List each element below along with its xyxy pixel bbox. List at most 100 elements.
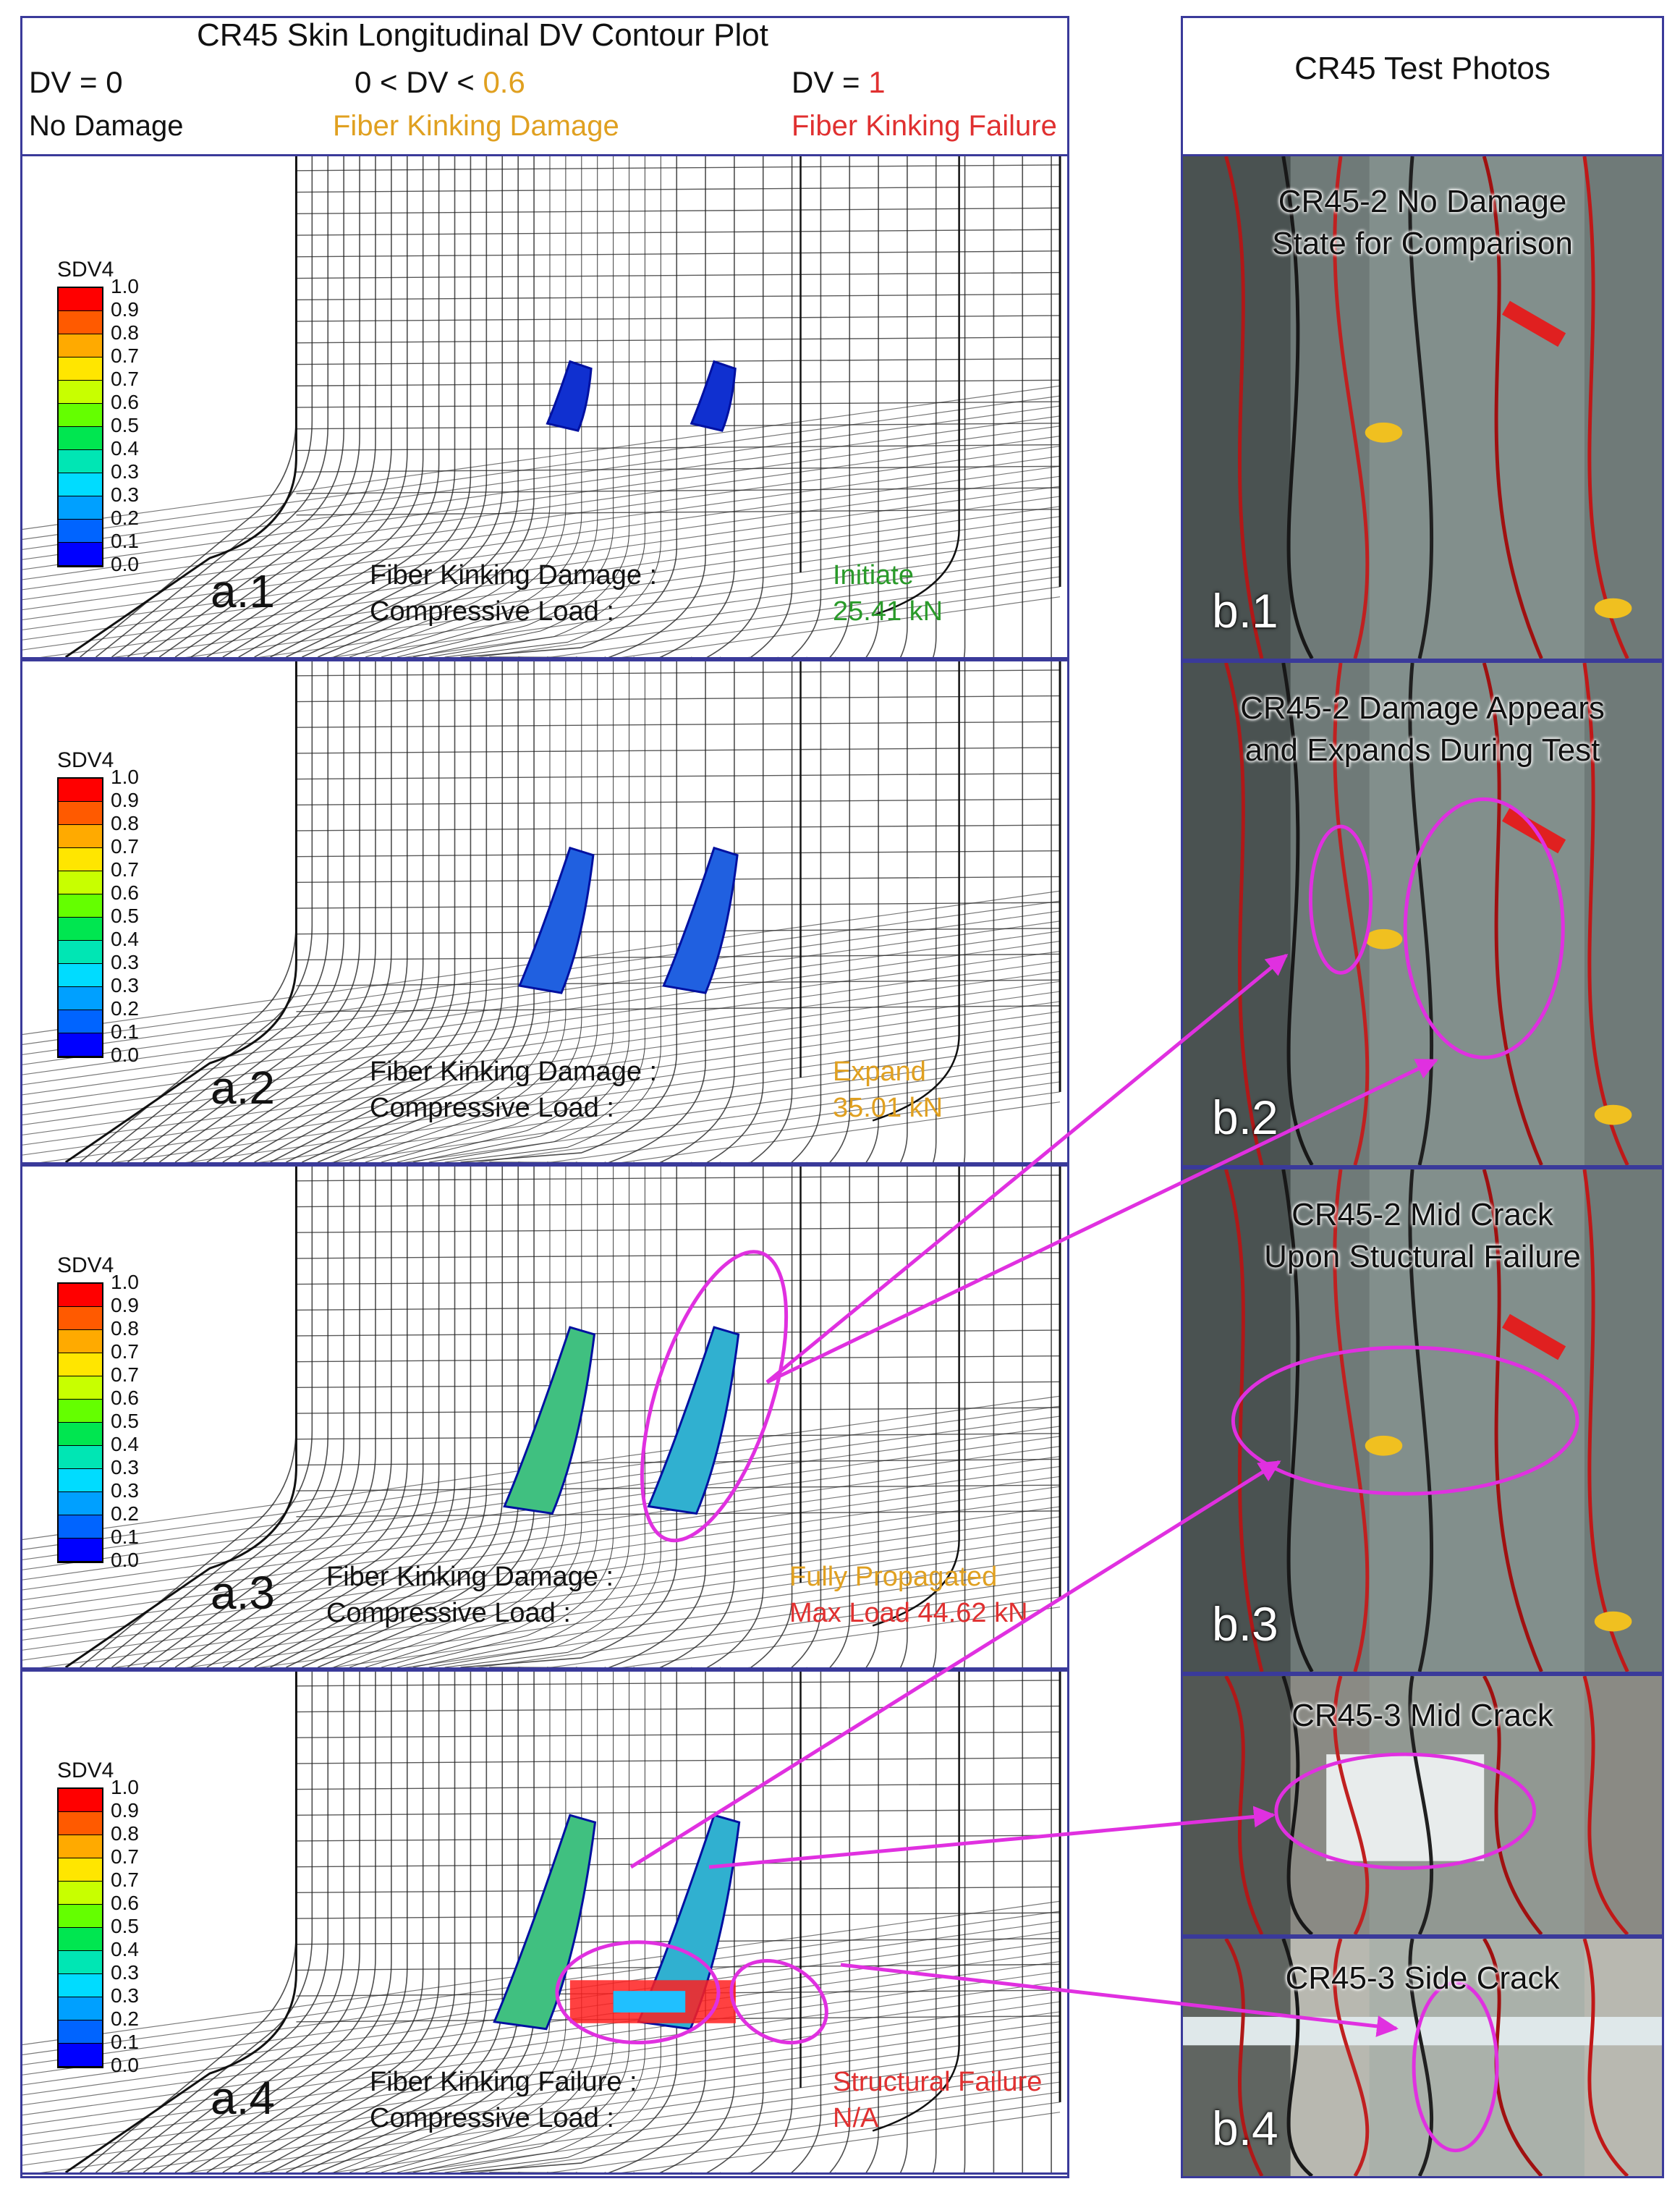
mesh-line — [546, 661, 764, 1162]
mesh-line — [296, 824, 1061, 831]
legend-swatch — [59, 496, 102, 520]
legend-swatch — [59, 802, 102, 825]
mesh-line — [22, 385, 1061, 530]
mesh-line — [575, 156, 793, 657]
legend-tick: 0.3 — [111, 1961, 139, 1984]
legend-color-bar — [57, 1282, 103, 1563]
legend-swatch — [59, 964, 102, 987]
mesh-line — [296, 1175, 1061, 1182]
legend-swatch — [59, 1376, 102, 1400]
mesh-line — [174, 156, 392, 657]
legend-tick: 0.0 — [111, 2054, 139, 2076]
mesh-line — [40, 516, 1061, 657]
panel-load: Max Load 44.62 kN — [789, 1598, 1028, 1628]
photo-title-line1: CR45-2 Mid Crack — [1291, 1197, 1553, 1232]
legend-swatch — [59, 288, 102, 311]
mesh-line — [296, 1226, 1061, 1233]
legend-tick: 0.8 — [111, 1822, 139, 1845]
legend-swatch — [59, 1812, 102, 1835]
mesh-line — [112, 2041, 1061, 2172]
panel-label: a.1 — [211, 565, 275, 617]
mesh-edge — [64, 1672, 297, 2172]
legend-tick: 0.6 — [111, 881, 139, 904]
damage-region — [546, 360, 593, 432]
mesh-line — [296, 1407, 1061, 1414]
legend-tick: 0.4 — [111, 928, 139, 950]
legend-swatch — [59, 1951, 102, 1974]
photo-title-line2: and Expands During Test — [1244, 732, 1600, 768]
photo-title-line1: CR45-2 No Damage — [1278, 184, 1567, 219]
legend-tick: 0.3 — [111, 1456, 139, 1478]
mesh-line — [349, 1672, 567, 2172]
mesh-line — [365, 156, 582, 657]
mesh-line — [546, 156, 764, 657]
mesh-line — [22, 445, 1061, 591]
mesh-line — [365, 661, 582, 1162]
mesh-line — [460, 661, 678, 1162]
legend-tick: 0.7 — [111, 1869, 139, 1891]
legend-tick: 1.0 — [111, 1776, 139, 1798]
mesh-line — [22, 415, 1061, 560]
panel-info-line1: Fiber Kinking Damage : — [370, 560, 658, 591]
legend-tick: 0.5 — [111, 414, 139, 436]
dv-mid-prefix: 0 < DV < — [355, 65, 483, 99]
legend-swatch — [59, 1789, 102, 1812]
mesh-line — [428, 1672, 645, 2172]
legend-tick: 0.9 — [111, 789, 139, 811]
mesh-line — [127, 1672, 344, 2172]
photo-b3: CR45-2 Mid Crack Upon Stuctural Failure b.… — [1181, 1167, 1664, 1674]
legend-tick: 0.1 — [111, 530, 139, 552]
mesh-line — [296, 357, 1061, 365]
legend-tick: 0.6 — [111, 1892, 139, 1914]
mesh-line — [296, 850, 1061, 858]
mesh-line — [296, 1757, 1061, 1764]
mesh-line — [518, 1672, 735, 2172]
photo-label: b.4 — [1212, 2102, 1278, 2155]
mesh-line — [334, 1167, 551, 1667]
legend-swatch — [59, 1284, 102, 1307]
legend-tick: 0.5 — [111, 1915, 139, 1937]
mesh-line — [143, 1167, 360, 1667]
mesh-line — [96, 661, 313, 1162]
mesh-line — [296, 669, 1061, 677]
legend-tick: 0.4 — [111, 437, 139, 460]
mesh-line — [691, 156, 908, 657]
photo-image — [1183, 156, 1662, 659]
mesh-line — [396, 1167, 614, 1667]
legend-swatch — [59, 1905, 102, 1928]
mesh-line — [296, 1782, 1061, 1790]
mesh-line — [22, 2011, 1061, 2156]
legend-tick: 0.3 — [111, 951, 139, 973]
legend-swatch — [59, 311, 102, 334]
mesh-line — [518, 661, 735, 1162]
legend-swatch — [59, 473, 102, 496]
mesh-line — [296, 1680, 1061, 1687]
mesh-edge — [64, 1167, 297, 1667]
mesh-line — [296, 1381, 1061, 1389]
photo-mid-crack: CR45-3 Mid Crack — [1181, 1674, 1664, 1937]
panel-load: 25.41 kN — [833, 596, 943, 627]
mesh-line — [317, 661, 535, 1162]
mesh-line — [143, 661, 360, 1162]
mesh-line — [719, 1672, 937, 2172]
mesh-line — [621, 2112, 1061, 2172]
photo-title-line1: CR45-2 Damage Appears — [1240, 690, 1605, 726]
mesh-line — [296, 1912, 1061, 1919]
mesh-line — [174, 661, 392, 1162]
photo-title-line2: Upon Stuctural Failure — [1264, 1239, 1581, 1274]
legend-swatch — [59, 1515, 102, 1539]
panel-label: a.4 — [211, 2072, 275, 2124]
mesh-line — [174, 1672, 392, 2172]
photo-image — [1183, 663, 1662, 1165]
legend-tick: 0.6 — [111, 391, 139, 413]
mesh-line — [22, 486, 1061, 630]
photo-label: b.2 — [1212, 1091, 1278, 1144]
photo-title-line1: CR45-3 Mid Crack — [1291, 1698, 1553, 1733]
mesh-line — [22, 506, 1061, 651]
panel-a4: SDV4 1.0 0.9 0.8 0.7 0.7 0.6 0.5 0.4 0.3 0.3 0.2 0.1… — [20, 1670, 1069, 2175]
mesh-line — [428, 156, 645, 657]
photo-title-line2: State for Comparison — [1272, 226, 1573, 261]
legend-swatch — [59, 894, 102, 918]
mesh-line — [112, 525, 1061, 657]
mesh-line — [296, 798, 1061, 805]
